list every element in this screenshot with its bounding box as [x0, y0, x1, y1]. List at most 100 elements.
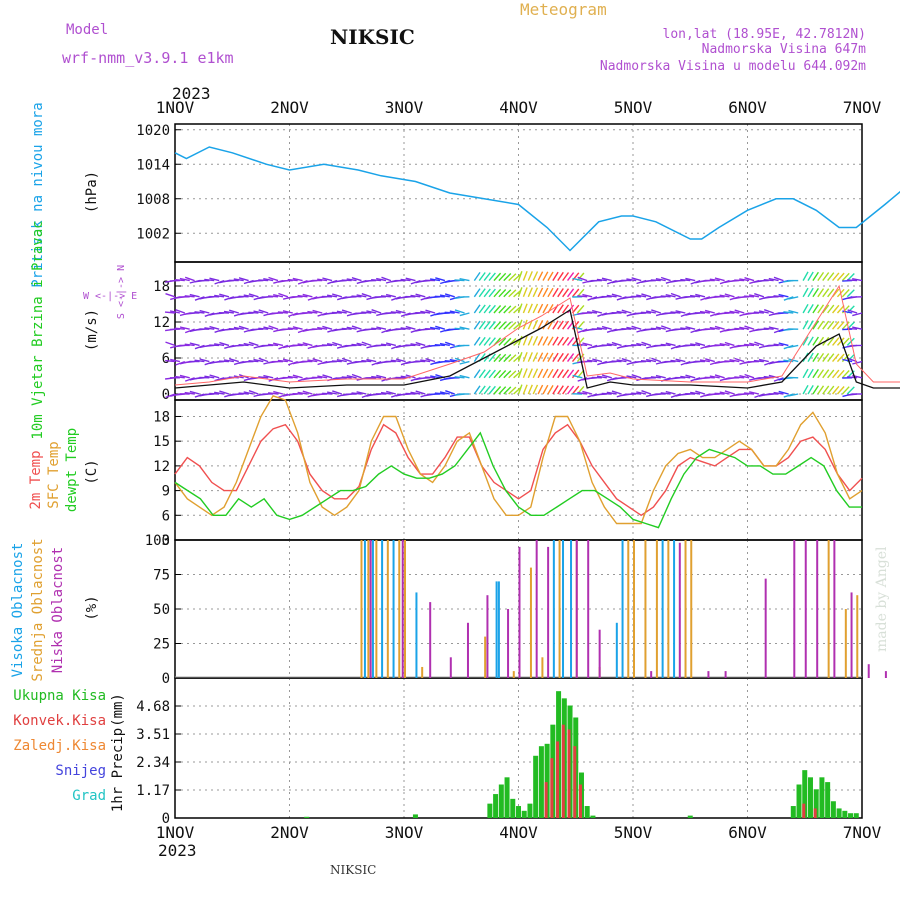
wind-barb: [729, 310, 740, 314]
wind-barb: [390, 359, 401, 363]
wind-barb: [577, 295, 588, 298]
wind-barb: [822, 385, 830, 395]
wind-barb: [473, 320, 481, 330]
wind-barb: [361, 359, 372, 363]
low-cloud-bar: [369, 540, 372, 678]
wind-barb: [714, 392, 725, 395]
wind-barb: [690, 294, 701, 298]
total-precip-bar: [498, 784, 504, 818]
wind-barb: [753, 359, 764, 363]
wind-barb: [778, 390, 789, 395]
wind-barb: [498, 289, 507, 298]
wind-barb: [562, 353, 570, 363]
total-precip-bar: [544, 743, 550, 818]
wind-barb: [425, 376, 436, 379]
wind-barb: [503, 337, 512, 346]
wind-barb: [174, 279, 185, 282]
wind-barb: [567, 353, 575, 363]
wind-barb: [807, 271, 814, 281]
wind-barb: [768, 277, 779, 282]
wind-barb: [420, 310, 431, 314]
wind-barb: [552, 271, 559, 281]
wind-barb: [508, 386, 517, 395]
wind-barb: [527, 352, 533, 362]
wind-barb: [395, 309, 406, 314]
wind-barb: [690, 391, 701, 395]
wind-barb: [258, 327, 269, 330]
xtick-label-bottom: 1NOV: [156, 823, 195, 842]
wind-barb: [478, 304, 486, 314]
wind-barb: [366, 310, 377, 314]
wind-barb: [498, 305, 507, 314]
wind-barb: [449, 310, 460, 314]
wind-barb: [459, 312, 470, 317]
wind-barb: [473, 272, 481, 281]
wind-barb: [287, 327, 298, 330]
wind-barb: [302, 342, 313, 347]
wind-barb: [204, 327, 215, 330]
wind-barb: [734, 357, 745, 363]
xtick-label-top: 3NOV: [385, 98, 424, 117]
ytick-label: 0: [162, 671, 170, 687]
wind-barb: [817, 304, 825, 314]
wind-barb: [498, 370, 507, 379]
wind-barb: [400, 327, 411, 330]
wind-barb: [473, 288, 481, 298]
wind-barb: [273, 390, 284, 395]
wind-barb: [322, 374, 333, 379]
wind-barb: [483, 369, 491, 379]
wind-barb: [228, 328, 239, 330]
wind-barb: [817, 369, 825, 379]
wind-barb: [248, 341, 259, 347]
wind-barb: [705, 358, 715, 363]
wind-barb: [386, 390, 397, 395]
wind-barb: [709, 326, 720, 330]
wind-barb: [852, 312, 863, 317]
wind-barb: [631, 325, 642, 330]
wind-barb: [626, 375, 637, 379]
ytick-label: 6: [162, 351, 170, 367]
wind-barb: [773, 276, 784, 282]
wind-barb: [665, 342, 676, 347]
wind-barb: [322, 325, 333, 330]
wind-barb: [537, 287, 544, 298]
wind-barb: [263, 278, 274, 282]
mid-cloud-bar: [627, 540, 630, 678]
wind-barb: [459, 374, 470, 379]
wind-barb: [852, 278, 863, 282]
wind-barb: [429, 326, 441, 330]
wind-barb: [665, 294, 676, 298]
wind-barb: [576, 304, 585, 314]
wind-barb: [439, 294, 450, 298]
wind-barb: [483, 385, 491, 395]
low-cloud-bar: [867, 664, 870, 678]
wind-barb: [577, 276, 588, 282]
wind-barb: [827, 304, 835, 314]
wind-barb: [189, 390, 200, 395]
low-cloud-bar: [804, 540, 807, 678]
precip-snow-label: Snijeg: [55, 763, 106, 779]
xtick-label-top: 6NOV: [728, 98, 767, 117]
wind-barb: [680, 278, 691, 282]
wind-barb: [184, 276, 195, 282]
wind-barb: [248, 390, 259, 395]
wind-barb: [473, 353, 481, 362]
wind-barb: [719, 343, 730, 347]
wind-barb: [478, 385, 486, 395]
wind-barb: [601, 325, 612, 330]
wind-barb: [473, 385, 481, 395]
precip-unit: (mm): [110, 693, 126, 727]
wind-barb: [734, 327, 745, 330]
wind-barb: [552, 320, 559, 330]
wind-barb: [724, 311, 735, 314]
wind-barb: [670, 311, 681, 314]
mid-cloud-bar: [404, 540, 406, 678]
ytick-label: 12: [153, 315, 170, 331]
wind-barb: [841, 337, 850, 346]
low-cloud-bar: [449, 657, 452, 678]
wind-barb: [179, 374, 190, 379]
wind-barb: [567, 336, 575, 346]
wind-barb: [273, 294, 284, 298]
wind-barb: [292, 277, 303, 282]
wind-barb: [542, 303, 549, 314]
